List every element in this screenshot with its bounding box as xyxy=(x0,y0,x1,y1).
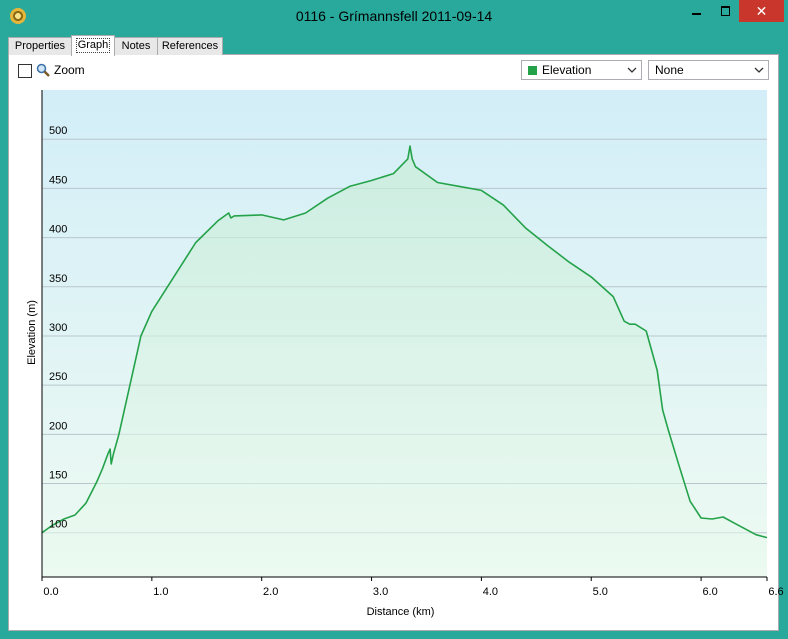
zoom-label: Zoom xyxy=(54,63,85,77)
magnifier-icon xyxy=(36,63,50,77)
elevation-series-line[interactable] xyxy=(41,145,768,539)
series-select-value: Elevation xyxy=(542,63,592,77)
x-tick-label: 3.0 xyxy=(373,586,388,598)
app-icon[interactable] xyxy=(10,8,26,24)
y-tick-label: 250 xyxy=(49,371,67,383)
secondary-select-value: None xyxy=(655,63,684,77)
maximize-icon[interactable] xyxy=(713,0,739,22)
x-tick-label: 1.0 xyxy=(153,586,168,598)
y-tick-label: 450 xyxy=(49,174,67,186)
tab-label: References xyxy=(161,40,219,52)
y-axis-ticks: 100 150 200 250 300 350 400 450 500 xyxy=(49,125,67,531)
axes xyxy=(41,90,767,578)
y-tick-label: 300 xyxy=(49,322,67,334)
y-tick-label: 100 xyxy=(49,519,67,531)
x-tick-label: 2.0 xyxy=(263,586,278,598)
x-tick-label: 6.6 xyxy=(768,586,783,598)
title-bar[interactable]: 0116 - Grímannsfell 2011-09-14 ✕ xyxy=(0,0,788,32)
elevation-area xyxy=(42,146,767,577)
chevron-down-icon xyxy=(627,67,637,73)
x-tick-label: 0.0 xyxy=(43,586,58,598)
y-axis-label: Elevation (m) xyxy=(26,300,38,365)
x-axis-ticks: 0.0 1.0 2.0 3.0 4.0 5.0 6.0 6.6 xyxy=(41,577,784,598)
x-tick-label: 5.0 xyxy=(593,586,608,598)
window-title: 0116 - Grímannsfell 2011-09-14 xyxy=(295,8,493,24)
close-icon[interactable]: ✕ xyxy=(739,0,784,22)
tab-graph[interactable]: Graph xyxy=(71,35,115,56)
y-tick-label: 200 xyxy=(49,420,67,432)
y-tick-label: 150 xyxy=(49,470,67,482)
y-tick-label: 400 xyxy=(49,224,67,236)
series-color-swatch xyxy=(528,66,537,75)
zoom-checkbox[interactable] xyxy=(18,64,32,78)
series-select[interactable]: Elevation xyxy=(521,60,642,80)
tab-label: Notes xyxy=(121,40,151,52)
x-tick-label: 6.0 xyxy=(702,586,717,598)
tab-notes[interactable]: Notes xyxy=(114,37,158,55)
tab-references[interactable]: References xyxy=(157,37,223,55)
x-tick-label: 4.0 xyxy=(483,586,498,598)
y-tick-label: 500 xyxy=(49,125,67,137)
tab-label: Graph xyxy=(75,38,111,53)
y-tick-label: 350 xyxy=(49,273,67,285)
tab-label: Properties xyxy=(14,40,66,52)
chevron-down-icon xyxy=(754,67,764,73)
secondary-select[interactable]: None xyxy=(648,60,769,80)
x-axis-label: Distance (km) xyxy=(367,606,435,618)
minimize-icon[interactable] xyxy=(679,0,713,22)
